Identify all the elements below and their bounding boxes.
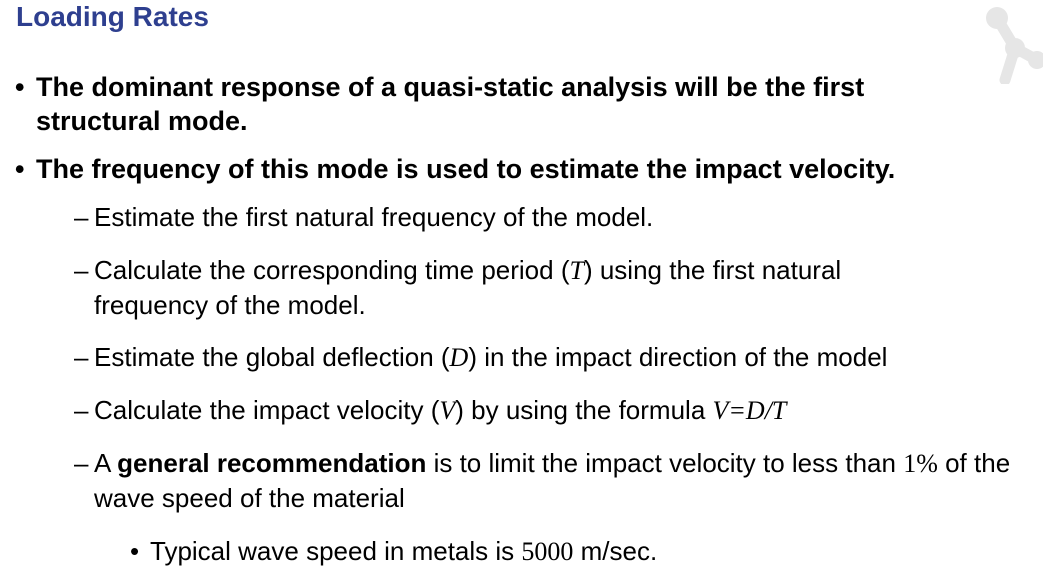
text-part: is to limit the impact velocity to less … (426, 448, 904, 478)
text-part: Typical wave speed in metals is (150, 536, 522, 566)
bullet-text: The frequency of this mode is used to es… (36, 154, 896, 184)
text-part: ) using the first natural frequency of t… (94, 255, 842, 320)
sub-bullet-text: Calculate the impact velocity (V) by usi… (94, 393, 1029, 428)
dash-marker: – (74, 395, 89, 425)
slide-title: Loading Rates (16, 1, 209, 32)
bullet-dot: • (15, 72, 25, 102)
dash-marker: – (74, 255, 89, 285)
percent-value: 1% (903, 449, 938, 478)
dash-marker: – (74, 202, 89, 232)
symbol-T: T (569, 256, 584, 285)
wave-speed-value: 5000 (521, 537, 574, 566)
emphasis-text: general recommendation (117, 448, 427, 478)
bullet-dot: • (15, 154, 25, 184)
text-part: ) in the impact direction of the model (468, 342, 888, 372)
sub-bullet-text: Estimate the first natural frequency of … (94, 202, 654, 232)
text-part: m/sec. (573, 536, 658, 566)
symbol-D: D (449, 343, 469, 372)
text-part: of the wave speed of the material (94, 448, 1011, 513)
bullet-dot: • (130, 536, 140, 566)
dash-marker: – (74, 342, 89, 372)
text-part: A (94, 448, 118, 478)
text-part: Calculate the corresponding time period … (94, 255, 570, 285)
text-part: Calculate the impact velocity ( (94, 395, 440, 425)
sub-sub-bullet-text: Typical wave speed in metals is 5000 m/s… (150, 534, 657, 569)
dash-marker: – (74, 448, 89, 478)
symbol-V: V (439, 396, 456, 425)
molecule-logo-icon (986, 7, 1043, 84)
formula: V=D/T (712, 396, 787, 425)
sub-bullet-text: Estimate the global deflection (D) in th… (94, 340, 1029, 375)
text-part: Estimate the global deflection ( (94, 342, 450, 372)
sub-bullet-text: A general recommendation is to limit the… (94, 446, 1029, 515)
text-part: ) by using the formula (455, 395, 713, 425)
sub-bullet-text: Calculate the corresponding time period … (94, 253, 924, 322)
bullet-text: The dominant response of a quasi-static … (36, 72, 865, 136)
